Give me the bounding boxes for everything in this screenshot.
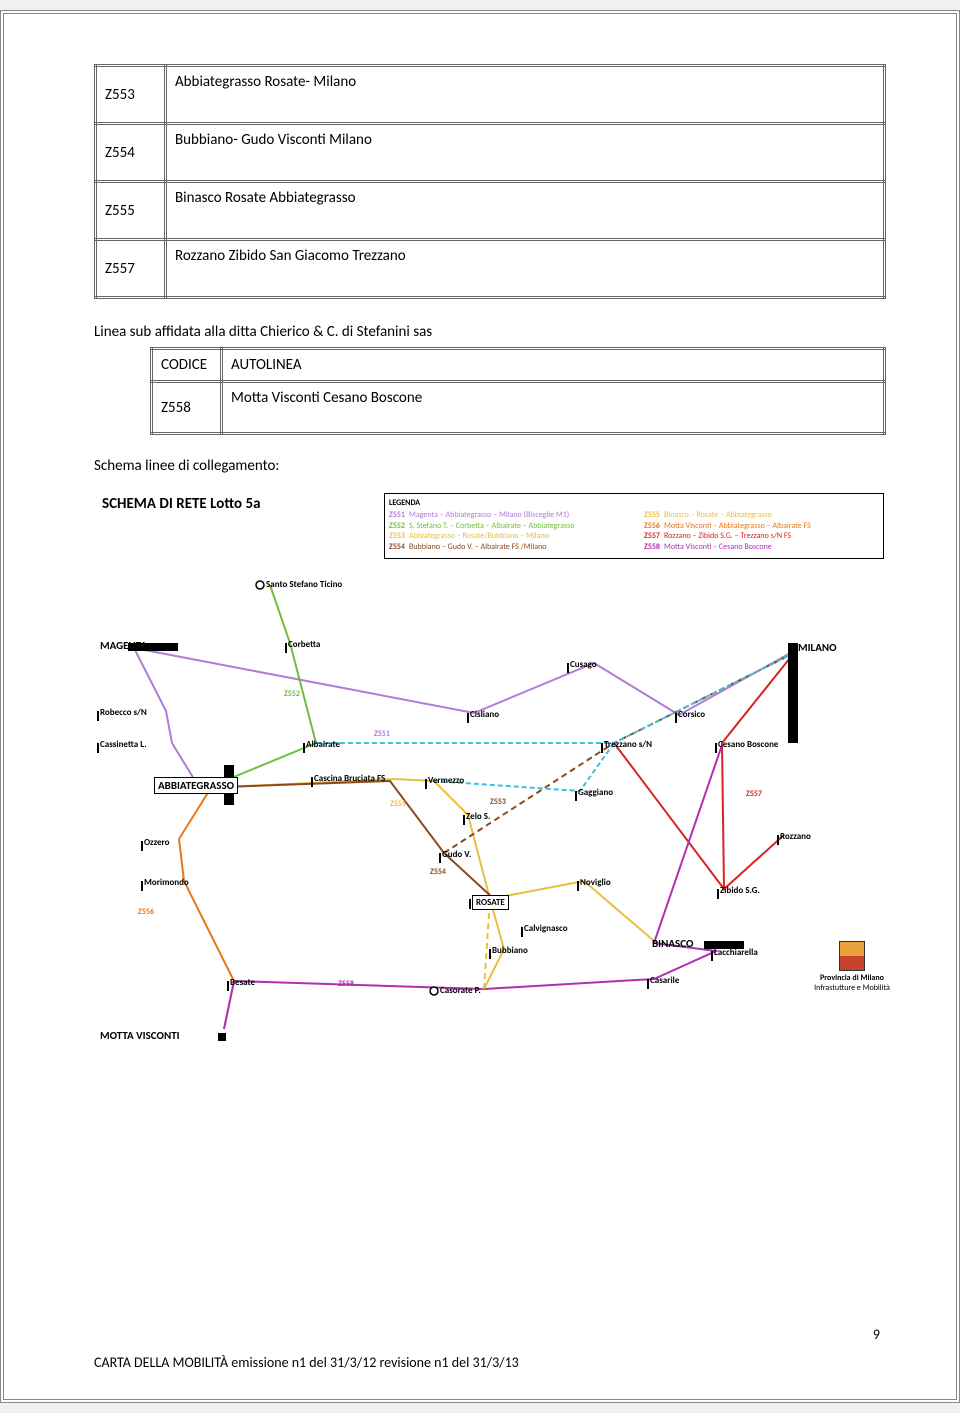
route-code: Z558 xyxy=(152,382,222,434)
footer-text: CARTA DELLA MOBILITÀ emissione n1 del 31… xyxy=(94,1354,519,1371)
route-code: Z554 xyxy=(96,124,166,182)
station-label: Ozzero xyxy=(144,837,170,848)
station-label: Calvignasco xyxy=(524,923,568,934)
station-label: ABBIATEGRASSO xyxy=(154,777,238,794)
station-label: Santo Stefano Ticino xyxy=(266,579,342,590)
station-label: Noviglio xyxy=(580,877,611,888)
station-label: Lacchiarella xyxy=(714,947,758,958)
route-desc: Rozzano Zibido San Giacomo Trezzano xyxy=(166,240,885,298)
route-desc: Abbiategrasso Rosate- Milano xyxy=(166,66,885,124)
station-label: Bubbiano xyxy=(492,945,528,956)
station-label: Cascina Bruciata FS xyxy=(314,773,385,784)
station-label: Cisliano xyxy=(470,709,499,720)
station-label: MOTTA VISCONTI xyxy=(100,1029,180,1042)
logo-name: Provincia di Milano xyxy=(812,973,892,983)
station-label: Vermezzo xyxy=(428,775,464,786)
route-code: Z557 xyxy=(96,240,166,298)
routes-table-1: Z553Abbiategrasso Rosate- MilanoZ554Bubb… xyxy=(94,64,886,299)
line-code-label: Z552 xyxy=(284,689,300,699)
station-label: MAGENTA xyxy=(100,639,147,652)
station-label: Robecco s/N xyxy=(100,707,147,718)
station-label: Zelo S. xyxy=(466,811,490,822)
route-code: Z553 xyxy=(96,66,166,124)
sub-affidata-text: Linea sub affidata alla ditta Chierico &… xyxy=(94,323,886,341)
station-label: Gudo V. xyxy=(442,849,471,860)
station-label: Rozzano xyxy=(780,831,811,842)
station-label: Cassinetta L. xyxy=(100,739,147,750)
station-label: Casorate P. xyxy=(440,985,481,996)
station-label: MILANO xyxy=(798,641,837,654)
network-diagram: SCHEMA DI RETE Lotto 5a LEGENDA Z551Mage… xyxy=(94,493,894,1053)
route-desc: Binasco Rosate Abbiategrasso xyxy=(166,182,885,240)
station-label: Corbetta xyxy=(288,639,320,650)
page: Z553Abbiategrasso Rosate- MilanoZ554Bubb… xyxy=(0,10,960,1403)
line-code-label: Z553 xyxy=(490,797,506,807)
line-code-label: Z554 xyxy=(430,867,446,877)
line-code-label: Z557 xyxy=(746,789,762,799)
station-label: Morimondo xyxy=(144,877,189,888)
provincia-logo: Provincia di Milano Infrastutture e Mobi… xyxy=(812,941,892,993)
line-code-label: Z558 xyxy=(338,979,354,989)
route-desc: Motta Visconti Cesano Boscone xyxy=(222,382,885,434)
station-label: Gaggiano xyxy=(578,787,613,798)
station-label: Zibido S.G. xyxy=(720,885,760,896)
diagram-svg xyxy=(94,493,894,1053)
route-desc: Bubbiano- Gudo Visconti Milano xyxy=(166,124,885,182)
station-label: Albairate xyxy=(306,739,340,750)
provincia-crest-icon xyxy=(839,941,865,971)
schema-label: Schema linee di collegamento: xyxy=(94,457,886,475)
station-label: Cusago xyxy=(570,659,597,670)
line-code-label: Z556 xyxy=(138,907,154,917)
station-label: Corsico xyxy=(678,709,705,720)
station-label: ROSATE xyxy=(472,895,509,910)
routes-table-2: CODICEAUTOLINEAZ558Motta Visconti Cesano… xyxy=(150,347,886,435)
station-label: Trezzano s/N xyxy=(604,739,652,750)
station-label: Besate xyxy=(230,977,255,988)
logo-sub: Infrastutture e Mobilità xyxy=(812,983,892,993)
table-header-code: CODICE xyxy=(152,349,222,382)
route-code: Z555 xyxy=(96,182,166,240)
station-label: BINASCO xyxy=(652,937,693,950)
station-label: Cesano Boscone xyxy=(718,739,778,750)
station-label: Casarile xyxy=(650,975,679,986)
table-header-desc: AUTOLINEA xyxy=(222,349,885,382)
page-number: 9 xyxy=(873,1326,880,1343)
line-code-label: Z555 xyxy=(390,799,406,809)
line-code-label: Z551 xyxy=(374,729,390,739)
